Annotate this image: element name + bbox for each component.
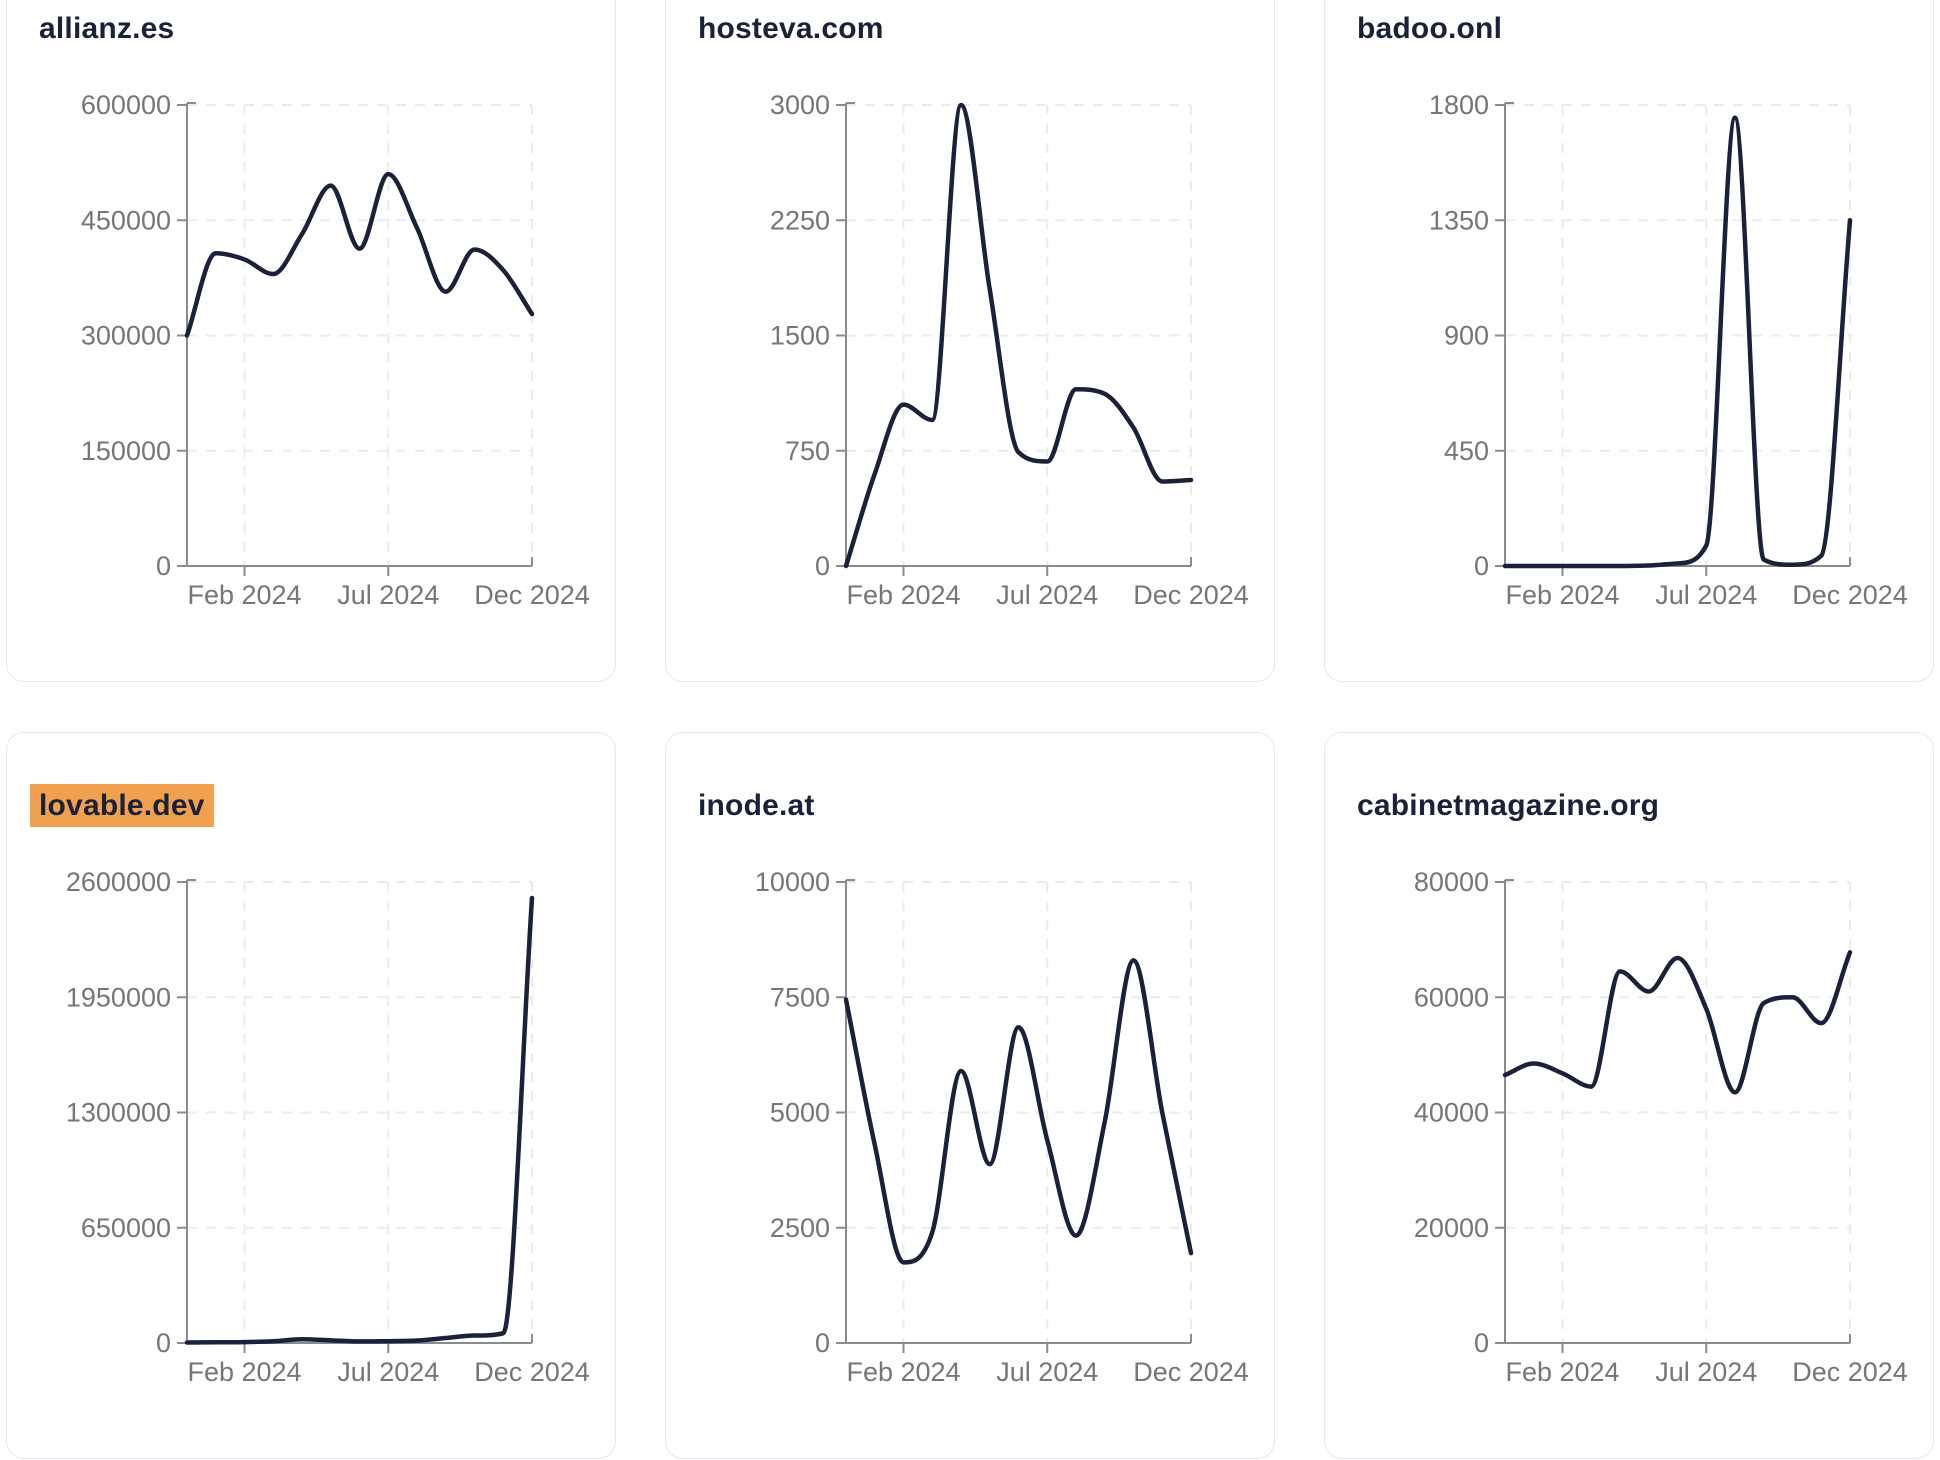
x-tick-label: Feb 2024 [1505, 1357, 1619, 1387]
axes [177, 102, 533, 576]
y-tick-label: 1300000 [66, 1098, 171, 1128]
x-tick-label: Dec 2024 [1792, 1357, 1908, 1387]
chart-title: badoo.onl [1357, 12, 1503, 45]
y-tick-label: 2500 [770, 1213, 830, 1243]
x-tick-label: Dec 2024 [474, 1357, 590, 1387]
y-tick-label: 0 [156, 551, 171, 581]
x-tick-label: Feb 2024 [187, 580, 301, 610]
line-chart: 0 2500 5000 7500 10000 Feb 2024 Jul 2024 Dec 20… [755, 867, 1249, 1387]
line-series [843, 958, 1194, 1265]
y-tick-label: 1350 [1429, 205, 1489, 235]
x-tick-label: Dec 2024 [1792, 580, 1908, 610]
y-tick-label: 450 [1444, 436, 1489, 466]
y-tick-label: 1950000 [66, 982, 171, 1012]
chart-card-inode-at: inode.at 0 2500 5000 7500 10000 Feb 2024 Jul 20… [665, 732, 1275, 1459]
y-tick-label: 2600000 [66, 867, 171, 897]
y-tick-label: 0 [815, 551, 830, 581]
y-tick-label: 900 [1444, 321, 1489, 351]
y-tick-label: 450000 [81, 205, 171, 235]
chart-title: allianz.es [39, 12, 175, 45]
x-tick-label: Jul 2024 [337, 580, 439, 610]
y-tick-label: 0 [156, 1328, 171, 1358]
chart-card-hosteva-com: hosteva.com 0 750 1500 2250 3000 Feb 2024 Jul 2… [665, 0, 1275, 682]
axes [1495, 879, 1851, 1353]
y-tick-label: 0 [815, 1328, 830, 1358]
line-chart: 0 150000 300000 450000 600000 Feb 2024 Jul 202… [81, 90, 590, 610]
line-series [1502, 950, 1853, 1095]
y-tick-label: 2250 [770, 205, 830, 235]
chart-title: lovable.dev [30, 784, 214, 827]
x-tick-label: Jul 2024 [996, 580, 1098, 610]
y-tick-label: 0 [1474, 1328, 1489, 1358]
chart-card-cabinetmagazine-org: cabinetmagazine.org 0 20000 40000 60000 80000… [1324, 732, 1934, 1459]
y-tick-label: 300000 [81, 321, 171, 351]
y-tick-label: 5000 [770, 1098, 830, 1128]
x-tick-label: Feb 2024 [187, 1357, 301, 1387]
line-chart: 0 450 900 1350 1800 Feb 2024 Jul 2024 Dec 2024 [1429, 90, 1908, 610]
y-tick-label: 3000 [770, 90, 830, 120]
chart-card-badoo-onl: badoo.onl 0 450 900 1350 1800 Feb 2024 Jul 2024… [1324, 0, 1934, 682]
x-tick-label: Jul 2024 [996, 1357, 1098, 1387]
chart-title: inode.at [698, 789, 815, 822]
axes [836, 102, 1192, 576]
line-series [184, 895, 535, 1345]
line-series [843, 102, 1194, 569]
y-tick-label: 600000 [81, 90, 171, 120]
x-tick-label: Dec 2024 [1133, 580, 1249, 610]
line-series [184, 171, 535, 338]
y-tick-label: 10000 [755, 867, 830, 897]
charts-grid: allianz.es 0 150000 300000 450000 600000 Feb 2… [6, 0, 1934, 1459]
axes [1495, 102, 1851, 576]
y-tick-label: 750 [785, 436, 830, 466]
y-tick-label: 0 [1474, 551, 1489, 581]
chart-card-allianz-es: allianz.es 0 150000 300000 450000 600000 Feb 2… [6, 0, 616, 682]
y-tick-label: 7500 [770, 982, 830, 1012]
x-tick-label: Feb 2024 [846, 580, 960, 610]
x-tick-label: Jul 2024 [1655, 580, 1757, 610]
axes [177, 879, 533, 1353]
chart-title: hosteva.com [698, 12, 884, 45]
x-tick-label: Feb 2024 [846, 1357, 960, 1387]
axes [836, 879, 1192, 1353]
y-tick-label: 60000 [1414, 982, 1489, 1012]
chart-title: cabinetmagazine.org [1357, 789, 1660, 822]
x-tick-label: Dec 2024 [1133, 1357, 1249, 1387]
y-tick-label: 1800 [1429, 90, 1489, 120]
y-tick-label: 650000 [81, 1213, 171, 1243]
y-tick-label: 150000 [81, 436, 171, 466]
chart-card-lovable-dev: lovable.dev 0 650000 1300000 1950000 2600000 F… [6, 732, 616, 1459]
x-tick-label: Dec 2024 [474, 580, 590, 610]
x-tick-label: Feb 2024 [1505, 580, 1619, 610]
line-series [1502, 115, 1853, 569]
x-tick-label: Jul 2024 [337, 1357, 439, 1387]
line-chart: 0 20000 40000 60000 80000 Feb 2024 Jul 2024 Dec… [1414, 867, 1908, 1387]
y-tick-label: 80000 [1414, 867, 1489, 897]
y-tick-label: 40000 [1414, 1098, 1489, 1128]
y-tick-label: 1500 [770, 321, 830, 351]
line-chart: 0 750 1500 2250 3000 Feb 2024 Jul 2024 Dec 2024 [770, 90, 1249, 610]
highlighted-chart-title: lovable.dev [30, 784, 214, 827]
x-tick-label: Jul 2024 [1655, 1357, 1757, 1387]
y-tick-label: 20000 [1414, 1213, 1489, 1243]
line-chart: 0 650000 1300000 1950000 2600000 Feb 2024 Jul … [66, 867, 590, 1387]
